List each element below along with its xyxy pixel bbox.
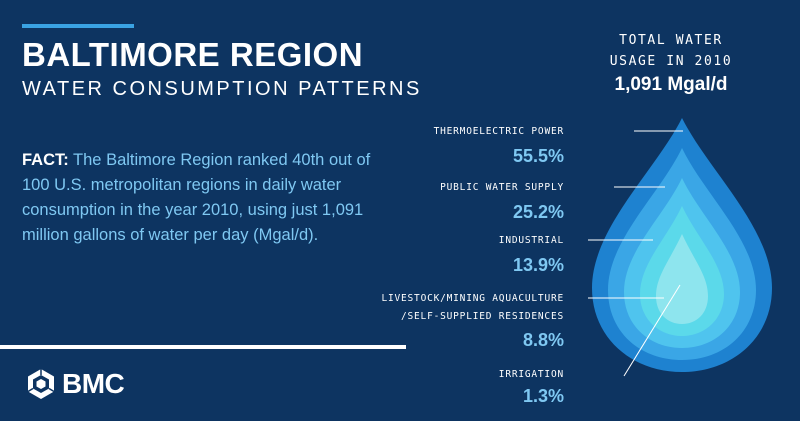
bmc-logo-text: BMC bbox=[62, 368, 125, 399]
category-label-livestock-line1: LIVESTOCK/MINING AQUACULTURE bbox=[381, 293, 564, 304]
fact-paragraph: FACT: The Baltimore Region ranked 40th o… bbox=[22, 148, 397, 248]
category-percent-livestock: 8.8% bbox=[522, 330, 564, 350]
total-usage-block: TOTAL WATER USAGE IN 2010 1,091 Mgal/d bbox=[590, 30, 752, 96]
bmc-hexagon-icon bbox=[26, 368, 56, 400]
divider-rule bbox=[0, 345, 406, 349]
page-title: BALTIMORE REGION bbox=[22, 36, 364, 73]
top-accent-rule bbox=[22, 24, 134, 28]
category-label-industrial: INDUSTRIAL bbox=[498, 235, 564, 246]
fact-label: FACT: bbox=[22, 151, 69, 169]
leader-line-irrigation bbox=[623, 284, 681, 377]
category-label-thermoelectric: THERMOELECTRIC POWER bbox=[433, 126, 564, 137]
page-subtitle: WATER CONSUMPTION PATTERNS bbox=[22, 78, 422, 100]
total-label-line2: USAGE IN 2010 bbox=[609, 54, 733, 69]
category-label-public-supply: PUBLIC WATER SUPPLY bbox=[440, 182, 564, 193]
category-percent-irrigation: 1.3% bbox=[522, 386, 564, 406]
total-value: 1,091 Mgal/d bbox=[614, 74, 728, 95]
category-percent-thermoelectric: 55.5% bbox=[512, 146, 564, 166]
drop-layer-irrigation bbox=[656, 234, 708, 324]
bmc-logo: BMC bbox=[26, 368, 125, 400]
category-label-livestock-line2: /SELF-SUPPLIED RESIDENCES bbox=[401, 311, 564, 322]
category-percent-public-supply: 25.2% bbox=[512, 202, 564, 222]
fact-text: The Baltimore Region ranked 40th out of … bbox=[22, 151, 371, 244]
total-label-line1: TOTAL WATER bbox=[619, 33, 723, 48]
category-label-irrigation: IRRIGATION bbox=[498, 369, 564, 380]
category-percent-industrial: 13.9% bbox=[512, 255, 564, 275]
